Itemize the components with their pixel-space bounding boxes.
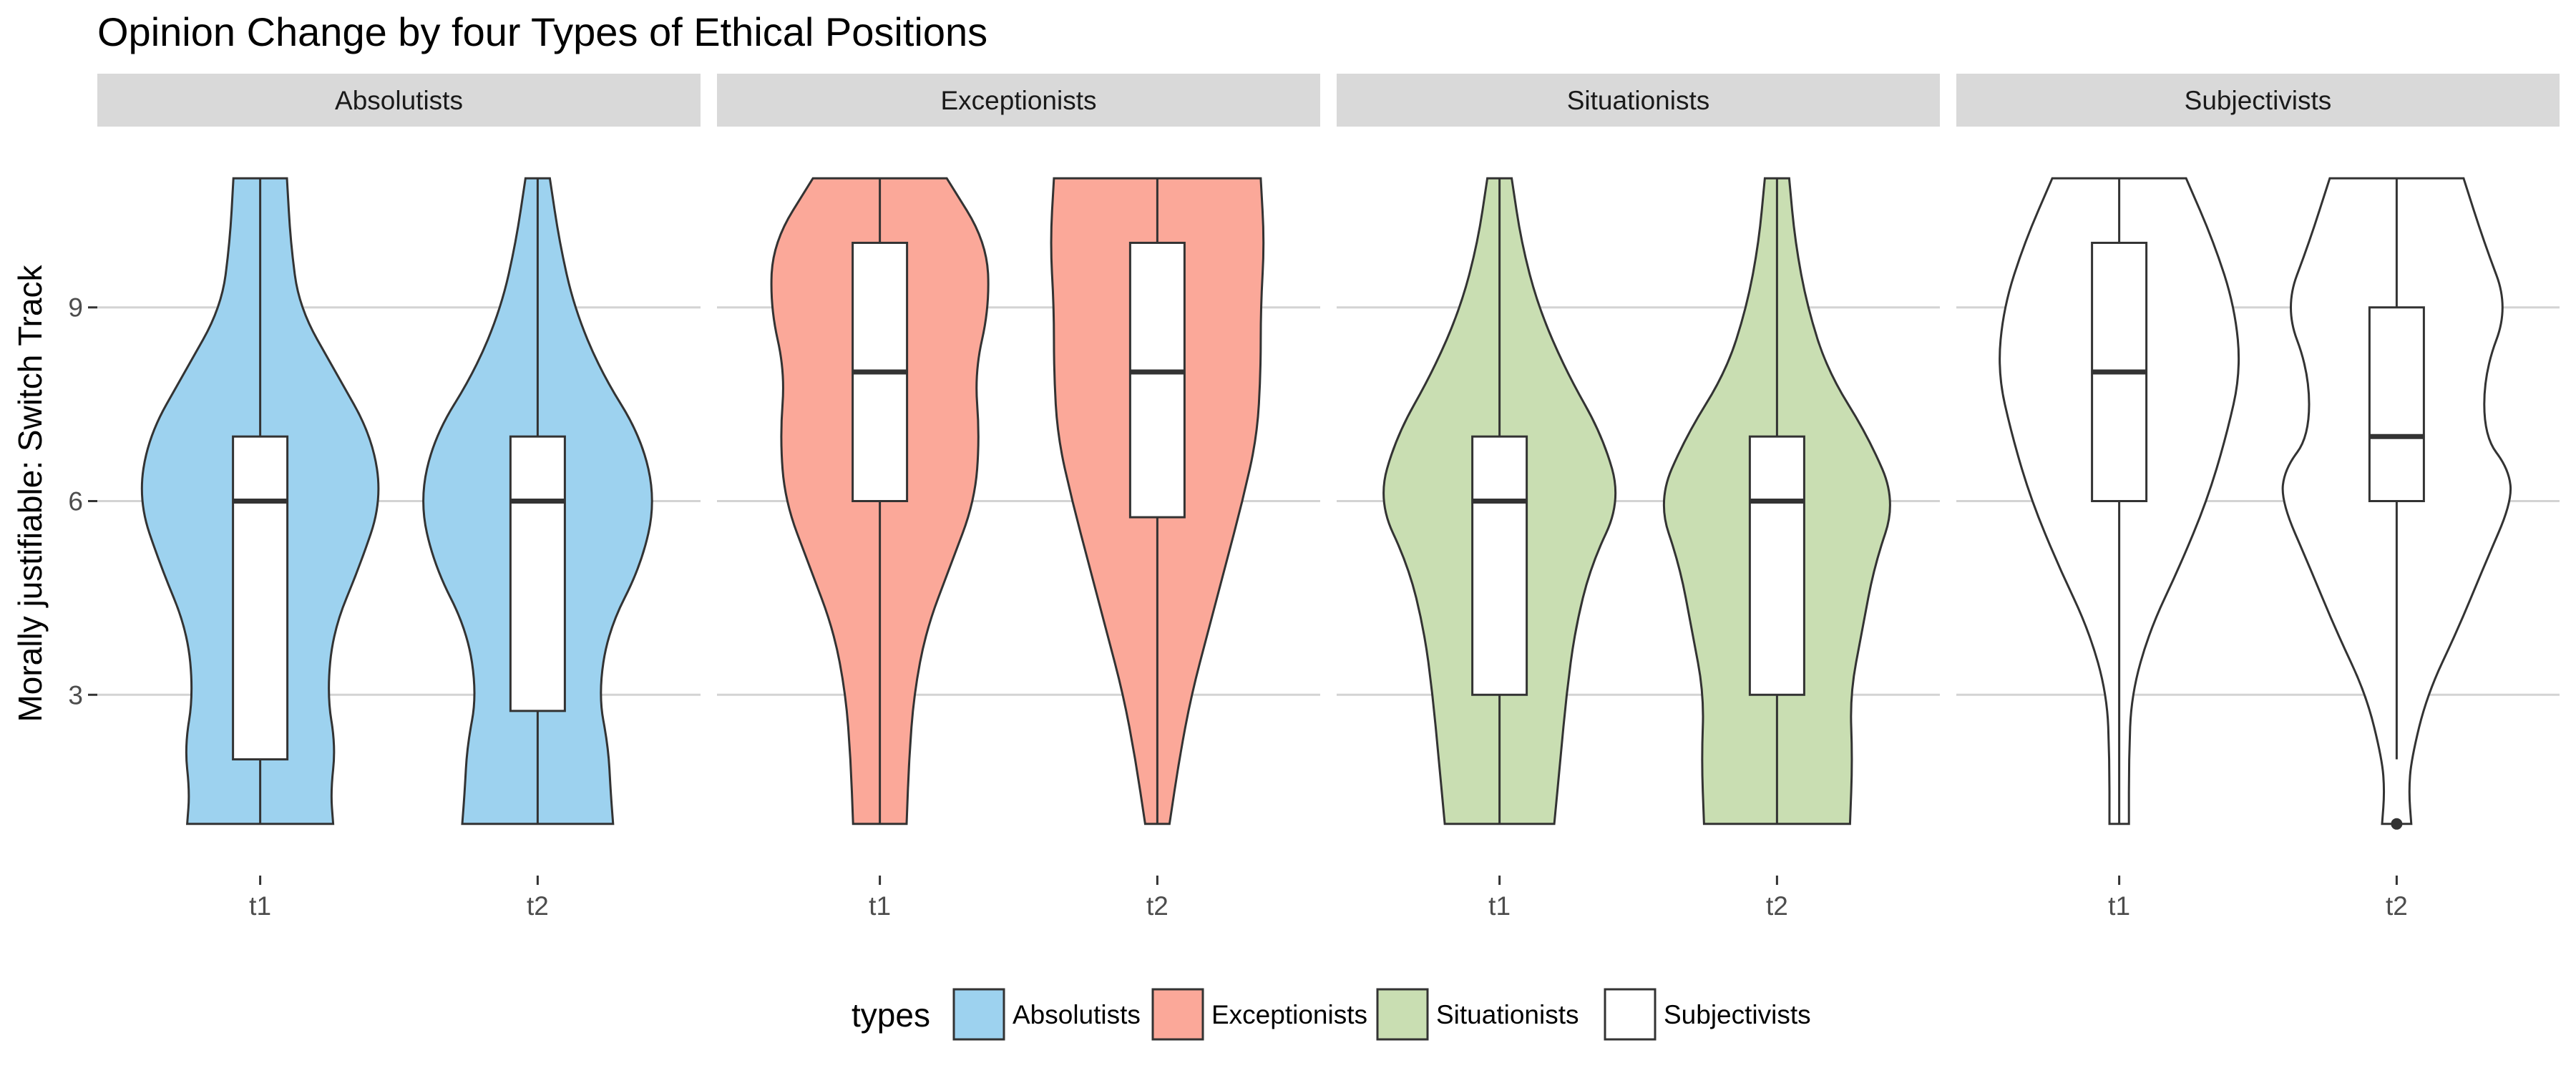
x-tick-label: t1: [2108, 891, 2130, 921]
legend-title: types: [852, 996, 930, 1034]
x-tick-label: t1: [1488, 891, 1511, 921]
x-tick-label: t1: [869, 891, 891, 921]
violin-group-t2: t2: [422, 177, 653, 921]
box-iqr: [2368, 306, 2425, 502]
facet-panel-subjectivists: Subjectivists t1 t2: [1956, 74, 2560, 921]
legend-label: Exceptionists: [1211, 1000, 1367, 1029]
violin-group-t2: t2: [1662, 177, 1891, 921]
facet-panel-situationists: Situationists t1 t2: [1337, 74, 1940, 921]
facet-strip: [1956, 74, 2560, 127]
facet-strip-label: Exceptionists: [941, 86, 1097, 115]
legend-item-exceptionists: Exceptionists: [1151, 988, 1367, 1041]
y-tick-label: 9: [68, 293, 83, 323]
facet-strip: [97, 74, 701, 127]
legend-key: [952, 988, 1005, 1041]
legend-label: Subjectivists: [1664, 1000, 1811, 1029]
legend-item-absolutists: Absolutists: [952, 988, 1141, 1041]
legend-key: [1376, 988, 1429, 1041]
y-tick-label: 3: [68, 680, 83, 710]
legend: types Absolutists Exceptionists Situationi…: [852, 988, 1811, 1041]
outlier-point: [2391, 818, 2403, 830]
facet-strip-label: Situationists: [1567, 86, 1710, 115]
y-tick-label: 6: [68, 487, 83, 516]
facet-strip: [717, 74, 1320, 127]
facet-panel-exceptionists: Exceptionists t1 t2: [717, 74, 1320, 921]
chart-title: Opinion Change by four Types of Ethical …: [97, 9, 987, 54]
violin-group-t1: t1: [1382, 177, 1617, 921]
violin-group-t1: t1: [770, 177, 990, 921]
x-tick-label: t2: [1766, 891, 1788, 921]
legend-item-subjectivists: Subjectivists: [1604, 988, 1811, 1041]
y-axis-title: Morally justifiable: Switch Track: [11, 264, 49, 722]
legend-key: [1151, 988, 1204, 1041]
box-iqr: [1128, 241, 1186, 519]
x-tick-label: t1: [249, 891, 271, 921]
box-iqr: [232, 435, 289, 761]
legend-key: [1604, 988, 1657, 1041]
facet-strip: [1337, 74, 1940, 127]
legend-label: Absolutists: [1013, 1000, 1141, 1029]
violin-group-t1: t1: [140, 177, 380, 921]
box-iqr: [509, 435, 566, 712]
violin-group-t1: t1: [1999, 177, 2240, 921]
legend-item-situationists: Situationists: [1376, 988, 1579, 1041]
facet-strip-label: Subjectivists: [2185, 86, 2332, 115]
facet-panel-absolutists: Absolutists 3 6 9 t1 t2: [68, 74, 701, 921]
x-tick-label: t2: [527, 891, 549, 921]
violin-group-t2: t2: [2281, 177, 2512, 921]
legend-label: Situationists: [1436, 1000, 1579, 1029]
box-iqr: [1471, 435, 1528, 696]
x-tick-label: t2: [1146, 891, 1169, 921]
facet-strip-label: Absolutists: [335, 86, 463, 115]
violin-group-t2: t2: [1050, 177, 1265, 921]
box-iqr: [1748, 435, 1805, 696]
x-tick-label: t2: [2386, 891, 2408, 921]
